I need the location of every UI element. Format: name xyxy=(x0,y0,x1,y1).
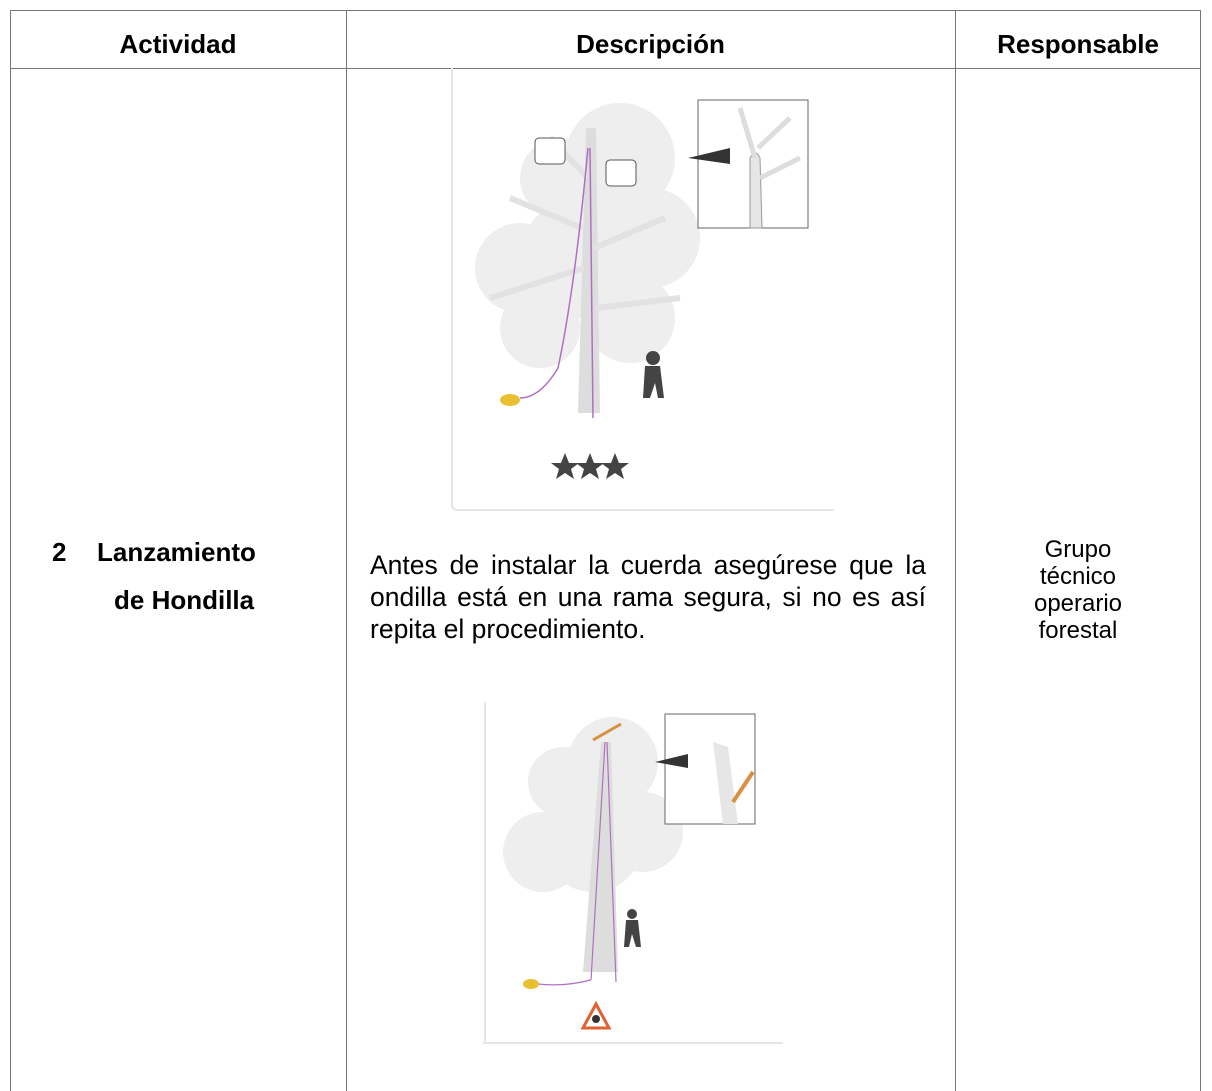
activity-cell: 2 Lanzamiento de Hondilla xyxy=(10,528,346,624)
illustration xyxy=(483,702,783,1044)
activity-number: 2 xyxy=(52,537,67,567)
table-border xyxy=(346,10,347,1091)
responsible-text: técnico xyxy=(1039,563,1117,590)
activity-text: de Hondilla xyxy=(114,585,255,615)
table-border xyxy=(10,10,1201,11)
header-cell: Responsable xyxy=(997,29,1159,59)
illustration xyxy=(451,68,834,511)
responsible-text: operario xyxy=(1033,590,1123,617)
table-border xyxy=(955,10,956,1091)
description: Antes de instalar la cuerda asegúrese qu… xyxy=(370,550,926,644)
activity-text: Lanzamiento xyxy=(97,537,256,567)
table-border xyxy=(10,68,1201,69)
table-border xyxy=(1200,10,1201,1091)
responsible-cell: Grupo técnico operario forestal xyxy=(955,536,1201,644)
table-border xyxy=(10,10,11,1091)
header-cell: Actividad xyxy=(119,29,237,59)
responsible-text: forestal xyxy=(1038,617,1118,644)
header-cell: Descripción xyxy=(576,29,725,59)
responsible-text: Grupo xyxy=(1044,536,1112,563)
